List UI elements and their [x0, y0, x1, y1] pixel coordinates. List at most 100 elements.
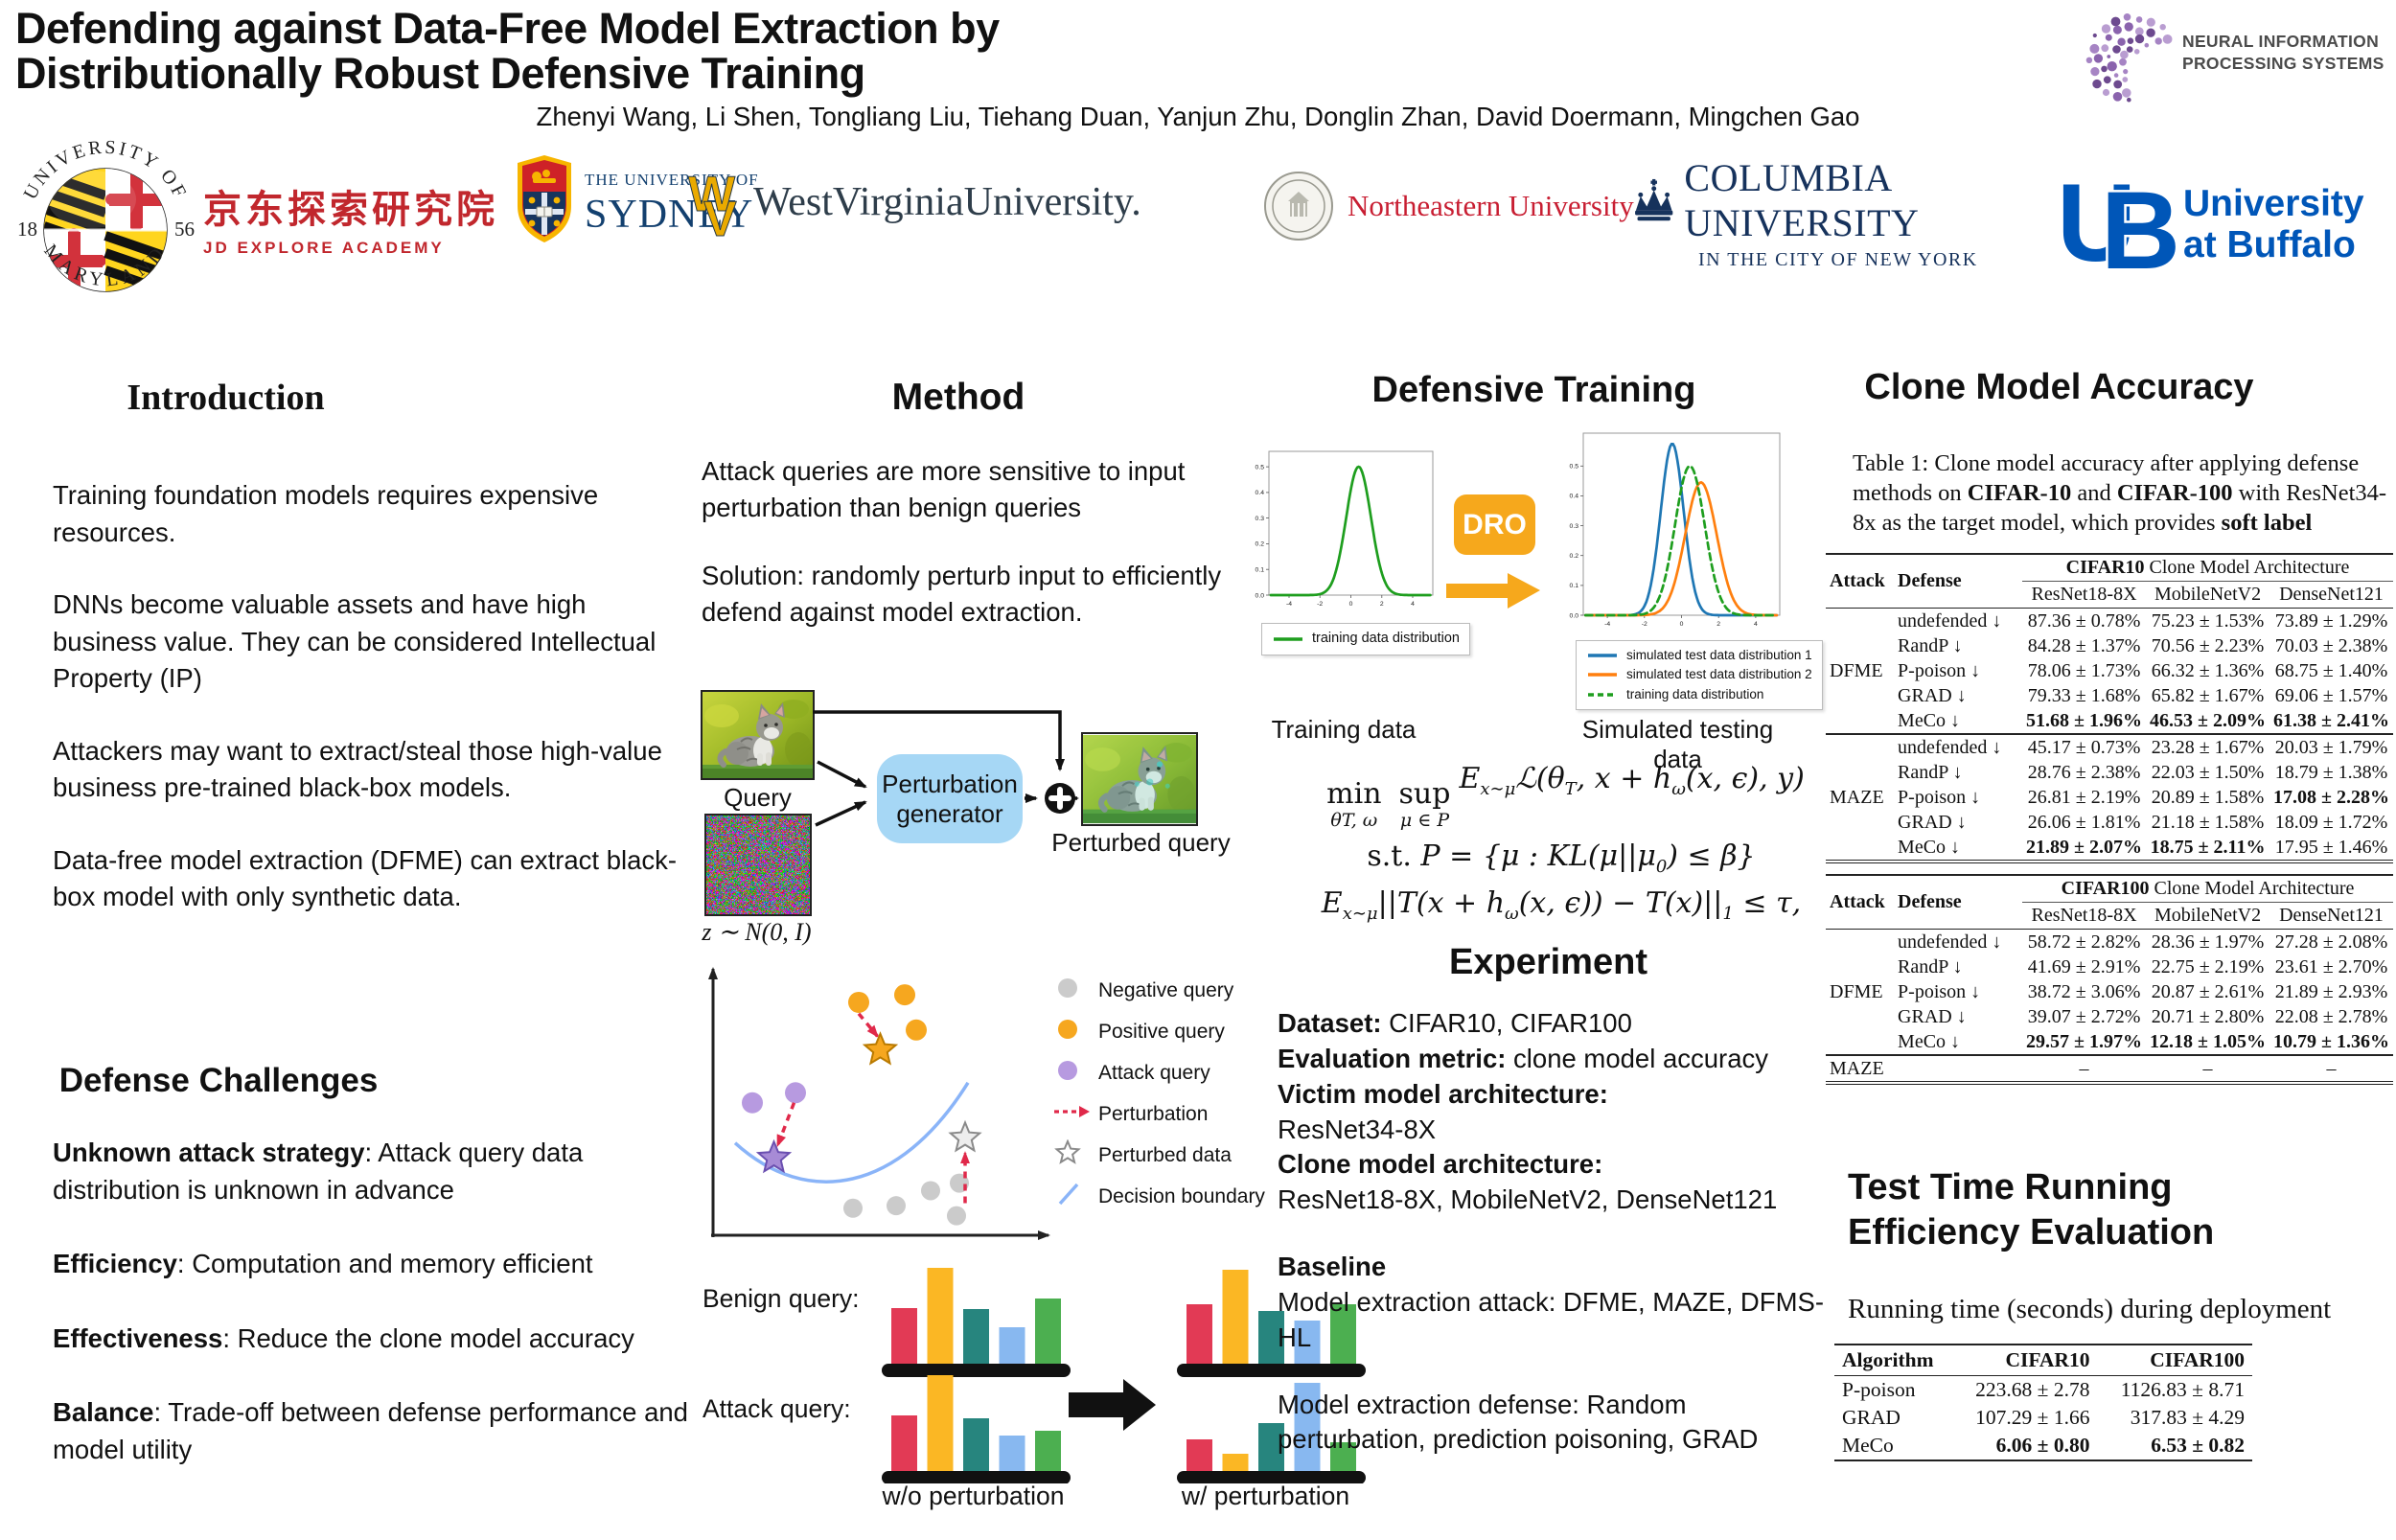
spacer — [1278, 1218, 1838, 1250]
svg-text:0.2: 0.2 — [1570, 553, 1579, 560]
table-row: RandP ↓ 28.76 ± 2.38% 22.03 ± 1.50% 18.79 ±… — [1826, 760, 2393, 785]
challenge-item: Balance: Trade-off between defense perfo… — [53, 1394, 693, 1468]
svg-text:B: B — [2101, 170, 2179, 275]
attack-query-label: Attack query: — [703, 1394, 851, 1424]
table-row: DFME undefended ↓ 58.72 ± 2.82% 28.36 ± 1.9… — [1826, 930, 2393, 955]
svg-text:-4: -4 — [1286, 601, 1292, 608]
table-row: P-poison ↓ 38.72 ± 3.06% 20.87 ± 2.61% 21.8… — [1826, 979, 2393, 1004]
authors-line: Zhenyi Wang, Li Shen, Tongliang Liu, Tie… — [48, 102, 2348, 132]
northeastern-seal-icon — [1263, 171, 1334, 241]
northeastern-logo: Northeastern University — [1263, 171, 1634, 241]
svg-text:0.3: 0.3 — [1256, 516, 1265, 522]
dot-icon — [1052, 1057, 1098, 1090]
simulated-distribution-plot: 0.0 0.1 0.2 0.3 0.4 0.5 -4 -2 0 2 4 — [1558, 426, 1786, 635]
table-row: MeCo ↓ 21.89 ± 2.07% 18.75 ± 2.11% 17.95 ± … — [1826, 835, 2393, 862]
accuracy-table: Attack Defense CIFAR10 Clone Model Archite… — [1826, 553, 2393, 863]
defense-challenges-items: Unknown attack strategy: Attack query da… — [53, 1135, 693, 1506]
svg-text:-4: -4 — [1604, 621, 1610, 628]
training-data-caption: Training data — [1257, 715, 1430, 745]
table-row: P-poison 223.68 ± 2.78 1126.83 ± 8.71 — [1834, 1376, 2252, 1405]
legend-item-decision-boundary: Decision boundary — [1052, 1176, 1297, 1217]
columbia-crown-icon — [1631, 174, 1676, 226]
svg-text:2: 2 — [1716, 621, 1720, 628]
table-row: DFME undefended ↓ 87.36 ± 0.78% 75.23 ± 1.5… — [1826, 609, 2393, 634]
table-row: GRAD 107.29 ± 1.66 317.83 ± 4.29 — [1834, 1404, 2252, 1432]
svg-text:18: 18 — [17, 218, 37, 241]
svg-text:0.1: 0.1 — [1570, 583, 1579, 589]
slash-icon — [1052, 1181, 1098, 1213]
svg-text:0.4: 0.4 — [1256, 490, 1265, 496]
svg-text:V: V — [703, 192, 737, 240]
formula-constraint-utility: Ex∼μ||T(x + hω(x, ϵ)) − T(x)||1 ≤ τ, — [1284, 886, 1838, 924]
university-at-buffalo-logo: U B University at Buffalo — [2057, 165, 2364, 275]
wvu-logo: W V WestVirginiaUniversity. — [688, 165, 1141, 240]
table-row: MeCo ↓ 29.57 ± 1.97% 12.18 ± 1.05% 10.79 ± … — [1826, 1029, 2393, 1055]
page-title: Defending against Data-Free Model Extrac… — [15, 6, 1307, 97]
neurips-wordmark: NEURAL INFORMATION PROCESSING SYSTEMS — [2182, 31, 2384, 75]
noise-image — [706, 816, 810, 914]
intro-paragraph: Data-free model extraction (DFME) can ex… — [53, 842, 683, 916]
challenge-item: Efficiency: Computation and memory effic… — [53, 1246, 693, 1283]
query-image — [703, 692, 813, 778]
table-row: RandP ↓ 41.69 ± 2.91% 22.75 ± 2.19% 23.61 ±… — [1826, 954, 2393, 979]
neurips-logo: NEURAL INFORMATION PROCESSING SYSTEMS — [2075, 0, 2396, 113]
svg-text:-2: -2 — [1642, 621, 1647, 628]
dot-icon — [1052, 1016, 1098, 1048]
section-title-defensive-training: Defensive Training — [1330, 370, 1738, 411]
svg-text:0: 0 — [1349, 601, 1353, 608]
table-row: RandP ↓ 84.28 ± 1.37% 70.56 ± 2.23% 70.03 ±… — [1826, 633, 2393, 658]
challenge-item: Effectiveness: Reduce the clone model ac… — [53, 1321, 693, 1358]
experiment-details: Dataset: CIFAR10, CIFAR100 Evaluation met… — [1278, 1006, 1838, 1458]
plus-icon — [1045, 783, 1075, 814]
wvu-flying-wv-icon: W V — [688, 165, 749, 240]
training-plot-legend: training data distribution — [1261, 623, 1470, 655]
efficiency-subtitle: Running time (seconds) during deployment — [1848, 1294, 2392, 1325]
method-paragraph: Solution: randomly perturb input to effi… — [702, 558, 1265, 631]
columbia-logo: COLUMBIA UNIVERSITY IN THE CITY OF NEW Y… — [1631, 155, 2053, 271]
table1-caption: Table 1: Clone model accuracy after appl… — [1853, 448, 2393, 538]
introduction-paragraphs: Training foundation models requires expe… — [53, 477, 683, 952]
svg-text:0.5: 0.5 — [1256, 464, 1265, 471]
legend-item: training data distribution — [1586, 685, 1812, 704]
legend-item: simulated test data distribution 2 — [1586, 665, 1812, 684]
table-row: MeCo ↓ 51.68 ± 1.96% 46.53 ± 2.09% 61.38 ± … — [1826, 708, 2393, 734]
intro-paragraph: DNNs become valuable assets and have hig… — [53, 586, 683, 698]
section-title-method: Method — [805, 377, 1112, 419]
table-row: MAZE undefended ↓ 45.17 ± 0.73% 23.28 ± 1.6… — [1826, 734, 2393, 760]
method-paragraphs: Attack queries are more sensitive to inp… — [702, 453, 1265, 662]
experiment-line: Clone model architecture: — [1278, 1147, 1838, 1183]
legend-item-negative-query: Negative query — [1052, 970, 1297, 1011]
accuracy-table: Attack Defense CIFAR100 Clone Model Archit… — [1826, 874, 2393, 1085]
experiment-line: Evaluation metric: clone model accuracy — [1278, 1042, 1838, 1077]
svg-text:4: 4 — [1754, 621, 1758, 628]
experiment-line: Baseline — [1278, 1250, 1838, 1285]
experiment-line: Victim model architecture: — [1278, 1077, 1838, 1113]
svg-text:0.0: 0.0 — [1570, 612, 1579, 619]
svg-text:4: 4 — [1411, 601, 1415, 608]
dro-arrow-icon — [1446, 565, 1544, 615]
svg-text:56: 56 — [174, 218, 195, 241]
legend-item-attack-query: Attack query — [1052, 1052, 1297, 1093]
ub-mark-icon: U B — [2057, 165, 2179, 275]
section-title-efficiency: Test Time Running Efficiency Evaluation — [1848, 1165, 2373, 1255]
svg-text:0.0: 0.0 — [1256, 592, 1265, 599]
query-scatter-plot — [692, 954, 1075, 1260]
legend-item-perturbation: Perturbation — [1052, 1093, 1297, 1135]
svg-text:0.3: 0.3 — [1570, 523, 1579, 530]
jd-explore-logo: 京东探索研究院 JD EXPLORE ACADEMY — [203, 178, 500, 258]
section-title-clone-model-accuracy: Clone Model Accuracy — [1850, 367, 2269, 408]
experiment-line: Model extraction attack: DFME, MAZE, DFM… — [1278, 1285, 1838, 1356]
table-row: P-poison ↓ 78.06 ± 1.73% 66.32 ± 1.36% 68.7… — [1826, 658, 2393, 683]
table-row: P-poison ↓ 26.81 ± 2.19% 20.89 ± 1.58% 17.0… — [1826, 785, 2393, 810]
experiment-line: Model extraction defense: Random perturb… — [1278, 1388, 1838, 1459]
simulated-plot-legend: simulated test data distribution 1 simula… — [1576, 640, 1823, 710]
experiment-line: ResNet18-8X, MobileNetV2, DenseNet121 — [1278, 1183, 1838, 1218]
formula-minimax: min θT, ω sup μ ∈ P Ex∼μℒ(θT, x + hω(x, ϵ), … — [1284, 762, 1838, 830]
star-icon — [1052, 1139, 1098, 1172]
query-label: Query — [703, 783, 813, 813]
svg-text:0.2: 0.2 — [1256, 541, 1265, 548]
legend-item-perturbed-data: Perturbed data — [1052, 1135, 1297, 1176]
experiment-line: Dataset: CIFAR10, CIFAR100 — [1278, 1006, 1838, 1042]
poster-root: Defending against Data-Free Model Extrac… — [0, 0, 2396, 1540]
scatter-legend: Negative query Positive query Attack query… — [1052, 970, 1297, 1217]
